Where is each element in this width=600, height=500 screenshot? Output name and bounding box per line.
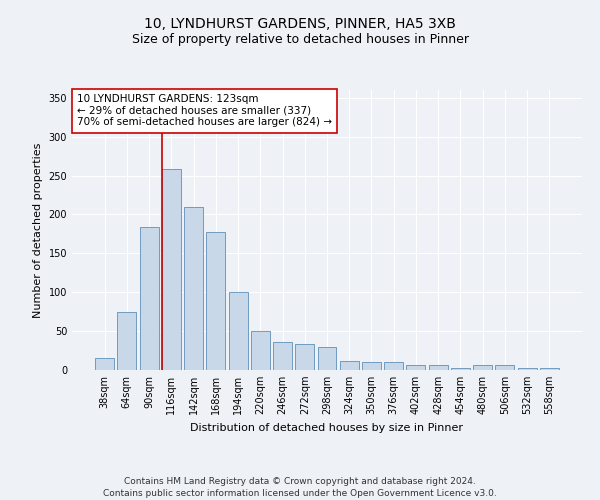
Bar (317, 346, 337, 370)
Bar (140, 227, 158, 370)
Bar (540, 368, 559, 370)
Bar (451, 368, 470, 370)
Bar (496, 366, 514, 370)
Bar (340, 360, 359, 370)
Text: 10, LYNDHURST GARDENS, PINNER, HA5 3XB: 10, LYNDHURST GARDENS, PINNER, HA5 3XB (144, 18, 456, 32)
Bar (162, 170, 181, 370)
Text: Contains HM Land Registry data © Crown copyright and database right 2024.
Contai: Contains HM Land Registry data © Crown c… (103, 476, 497, 498)
Text: 10 LYNDHURST GARDENS: 123sqm
← 29% of detached houses are smaller (337)
70% of s: 10 LYNDHURST GARDENS: 123sqm ← 29% of de… (77, 94, 332, 128)
X-axis label: Distribution of detached houses by size in Pinner: Distribution of detached houses by size … (191, 422, 464, 432)
Bar (406, 366, 425, 370)
Text: Size of property relative to detached houses in Pinner: Size of property relative to detached ho… (131, 32, 469, 46)
Bar (273, 342, 292, 370)
Bar (384, 362, 403, 370)
Bar (295, 344, 314, 370)
Bar (118, 312, 136, 370)
Bar (184, 208, 203, 370)
Bar (229, 292, 248, 370)
Bar (206, 232, 225, 370)
Bar (473, 366, 492, 370)
Bar (518, 368, 536, 370)
Bar (251, 331, 270, 370)
Y-axis label: Number of detached properties: Number of detached properties (33, 142, 43, 318)
Bar (429, 366, 448, 370)
Bar (362, 362, 381, 370)
Bar (95, 358, 114, 370)
